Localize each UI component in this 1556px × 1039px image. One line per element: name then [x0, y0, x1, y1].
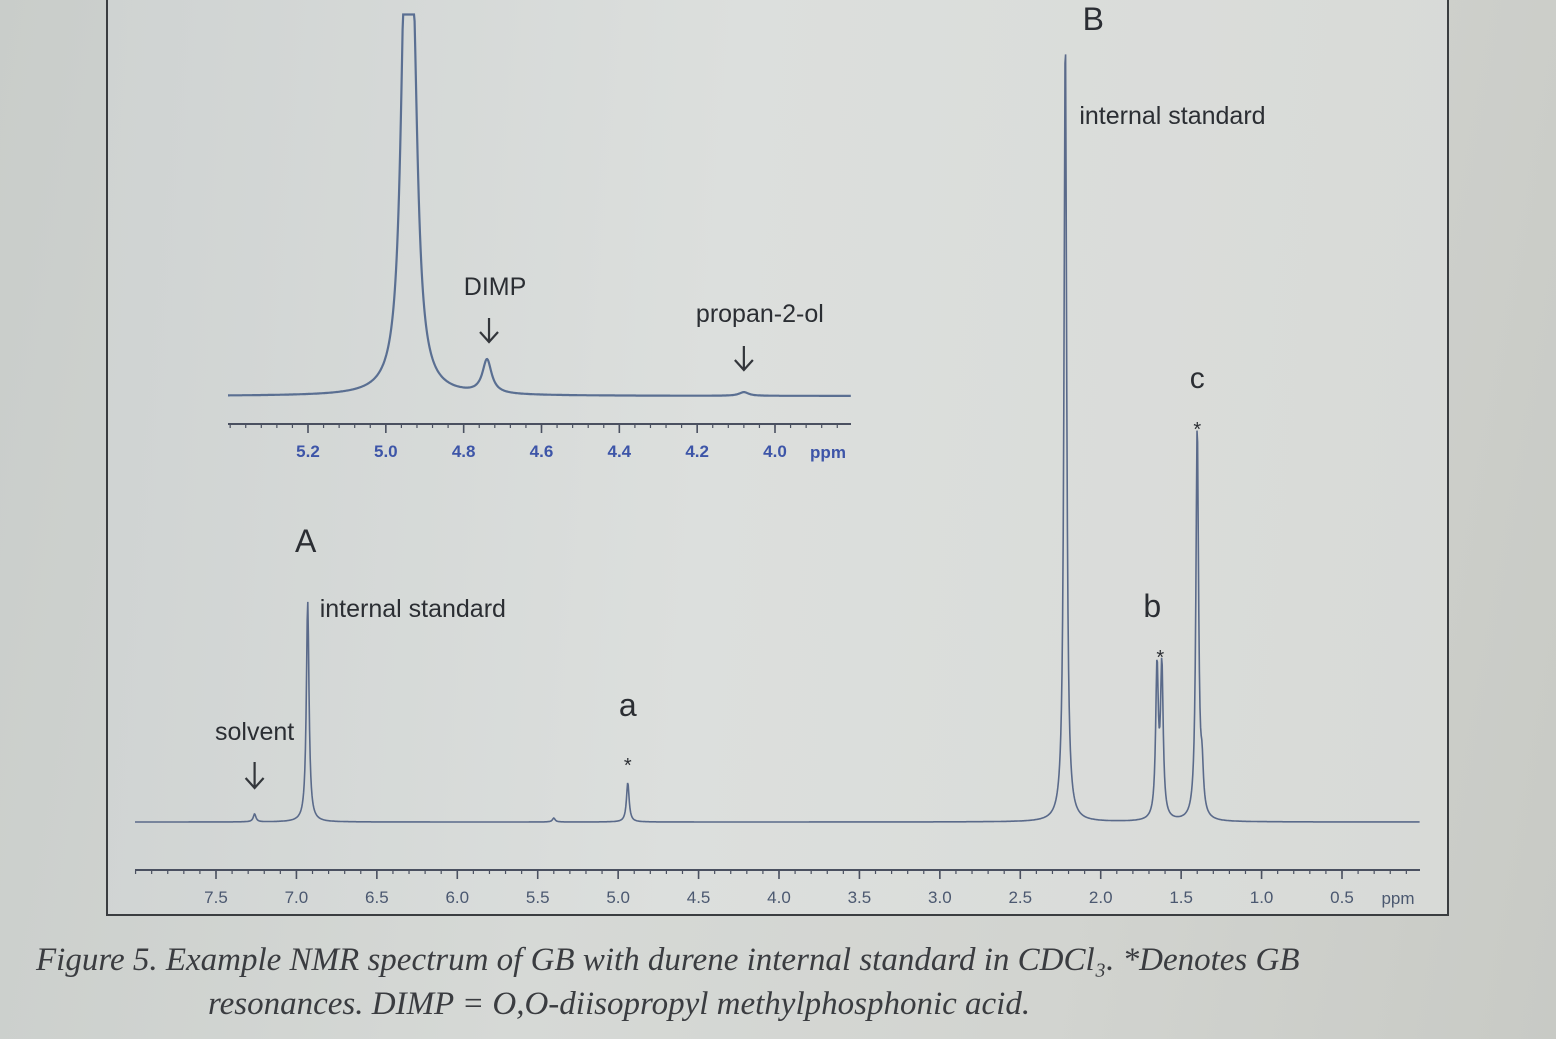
- figure-caption: Figure 5. Example NMR spectrum of GB wit…: [36, 938, 1536, 1026]
- inset-x-axis: 5.2 5.0 4.8 4.6 4.4 4.2 4.0 ppm: [228, 423, 851, 462]
- caption-line-1: Figure 5. Example NMR spectrum of GB wit…: [36, 942, 1300, 978]
- peak-label-c: c: [1190, 362, 1205, 395]
- main-x-axis-tick-label: 7.0: [285, 888, 309, 907]
- down-arrow-icon: [734, 346, 754, 372]
- spectrum-line: [135, 54, 1420, 823]
- main-x-axis-tick-label: 2.0: [1089, 888, 1113, 907]
- main-x-axis-tick-label: 1.0: [1250, 888, 1274, 907]
- main-spectrum-trace: [135, 54, 1420, 823]
- dimp-label: DIMP: [464, 273, 527, 301]
- main-x-axis-tick-label: 6.5: [365, 888, 389, 907]
- main-x-axis-tick-label: 1.5: [1169, 888, 1193, 907]
- main-x-axis-tick-label: 4.5: [687, 888, 711, 907]
- solvent-label: solvent: [215, 718, 294, 746]
- propan-2-ol-label: propan-2-ol: [696, 300, 824, 328]
- internal-standard-label-A: internal standard: [320, 595, 506, 623]
- main-x-axis-tick-label: 3.0: [928, 888, 952, 907]
- peak-label-B: B: [1083, 1, 1104, 37]
- main-x-axis-tick-label: 5.0: [606, 888, 630, 907]
- inset-x-axis-tick-label: 4.6: [530, 442, 554, 461]
- caption-line-2: resonances. DIMP = O,O-diisopropyl methy…: [208, 986, 1031, 1022]
- main-x-axis-tick-label: 4.0: [767, 888, 791, 907]
- peak-label-a: a: [619, 687, 637, 723]
- inset-x-axis-tick-label: 4.8: [452, 442, 476, 461]
- down-arrow-icon: [479, 318, 499, 344]
- main-x-axis-tick-label: 2.5: [1008, 888, 1032, 907]
- main-x-axis-tick-label: 7.5: [204, 888, 228, 907]
- main-x-axis-tick-label: 0.5: [1330, 888, 1354, 907]
- inset-x-axis-unit-label: ppm: [810, 443, 846, 462]
- main-x-axis-unit-label: ppm: [1381, 889, 1414, 908]
- figure-frame: [106, 0, 1449, 916]
- inset-spectrum-trace: [228, 13, 851, 397]
- peak-label-b: b: [1143, 588, 1161, 624]
- main-x-axis: 7.5 7.0 6.5 6.0 5.5 5.0 4.5 4.0 3.5 3.0 2.5 2.0 1.5 1…: [134, 869, 1420, 908]
- spectrum-line: [228, 13, 851, 397]
- inset-x-axis-tick-label: 4.2: [685, 442, 709, 461]
- inset-x-axis-tick-label: 5.2: [296, 442, 320, 461]
- gb-marker-a: *: [624, 755, 632, 777]
- gb-marker-c: *: [1193, 419, 1201, 441]
- down-arrow-icon: [244, 762, 265, 790]
- gb-marker-b: *: [1156, 647, 1164, 669]
- inset-x-axis-tick-label: 4.0: [763, 442, 787, 461]
- inset-x-axis-tick-label: 5.0: [374, 442, 398, 461]
- nmr-spectrum-chart: 7.5 7.0 6.5 6.0 5.5 5.0 4.5 4.0 3.5 3.0 2.5 2.0 1.5 1…: [134, 1, 1420, 908]
- main-x-axis-tick-label: 3.5: [848, 888, 872, 907]
- peak-label-A: A: [295, 523, 317, 559]
- inset-x-axis-tick-label: 4.4: [608, 442, 632, 461]
- main-x-axis-tick-label: 6.0: [445, 888, 469, 907]
- main-x-axis-tick-label: 5.5: [526, 888, 550, 907]
- internal-standard-label-B: internal standard: [1079, 102, 1265, 130]
